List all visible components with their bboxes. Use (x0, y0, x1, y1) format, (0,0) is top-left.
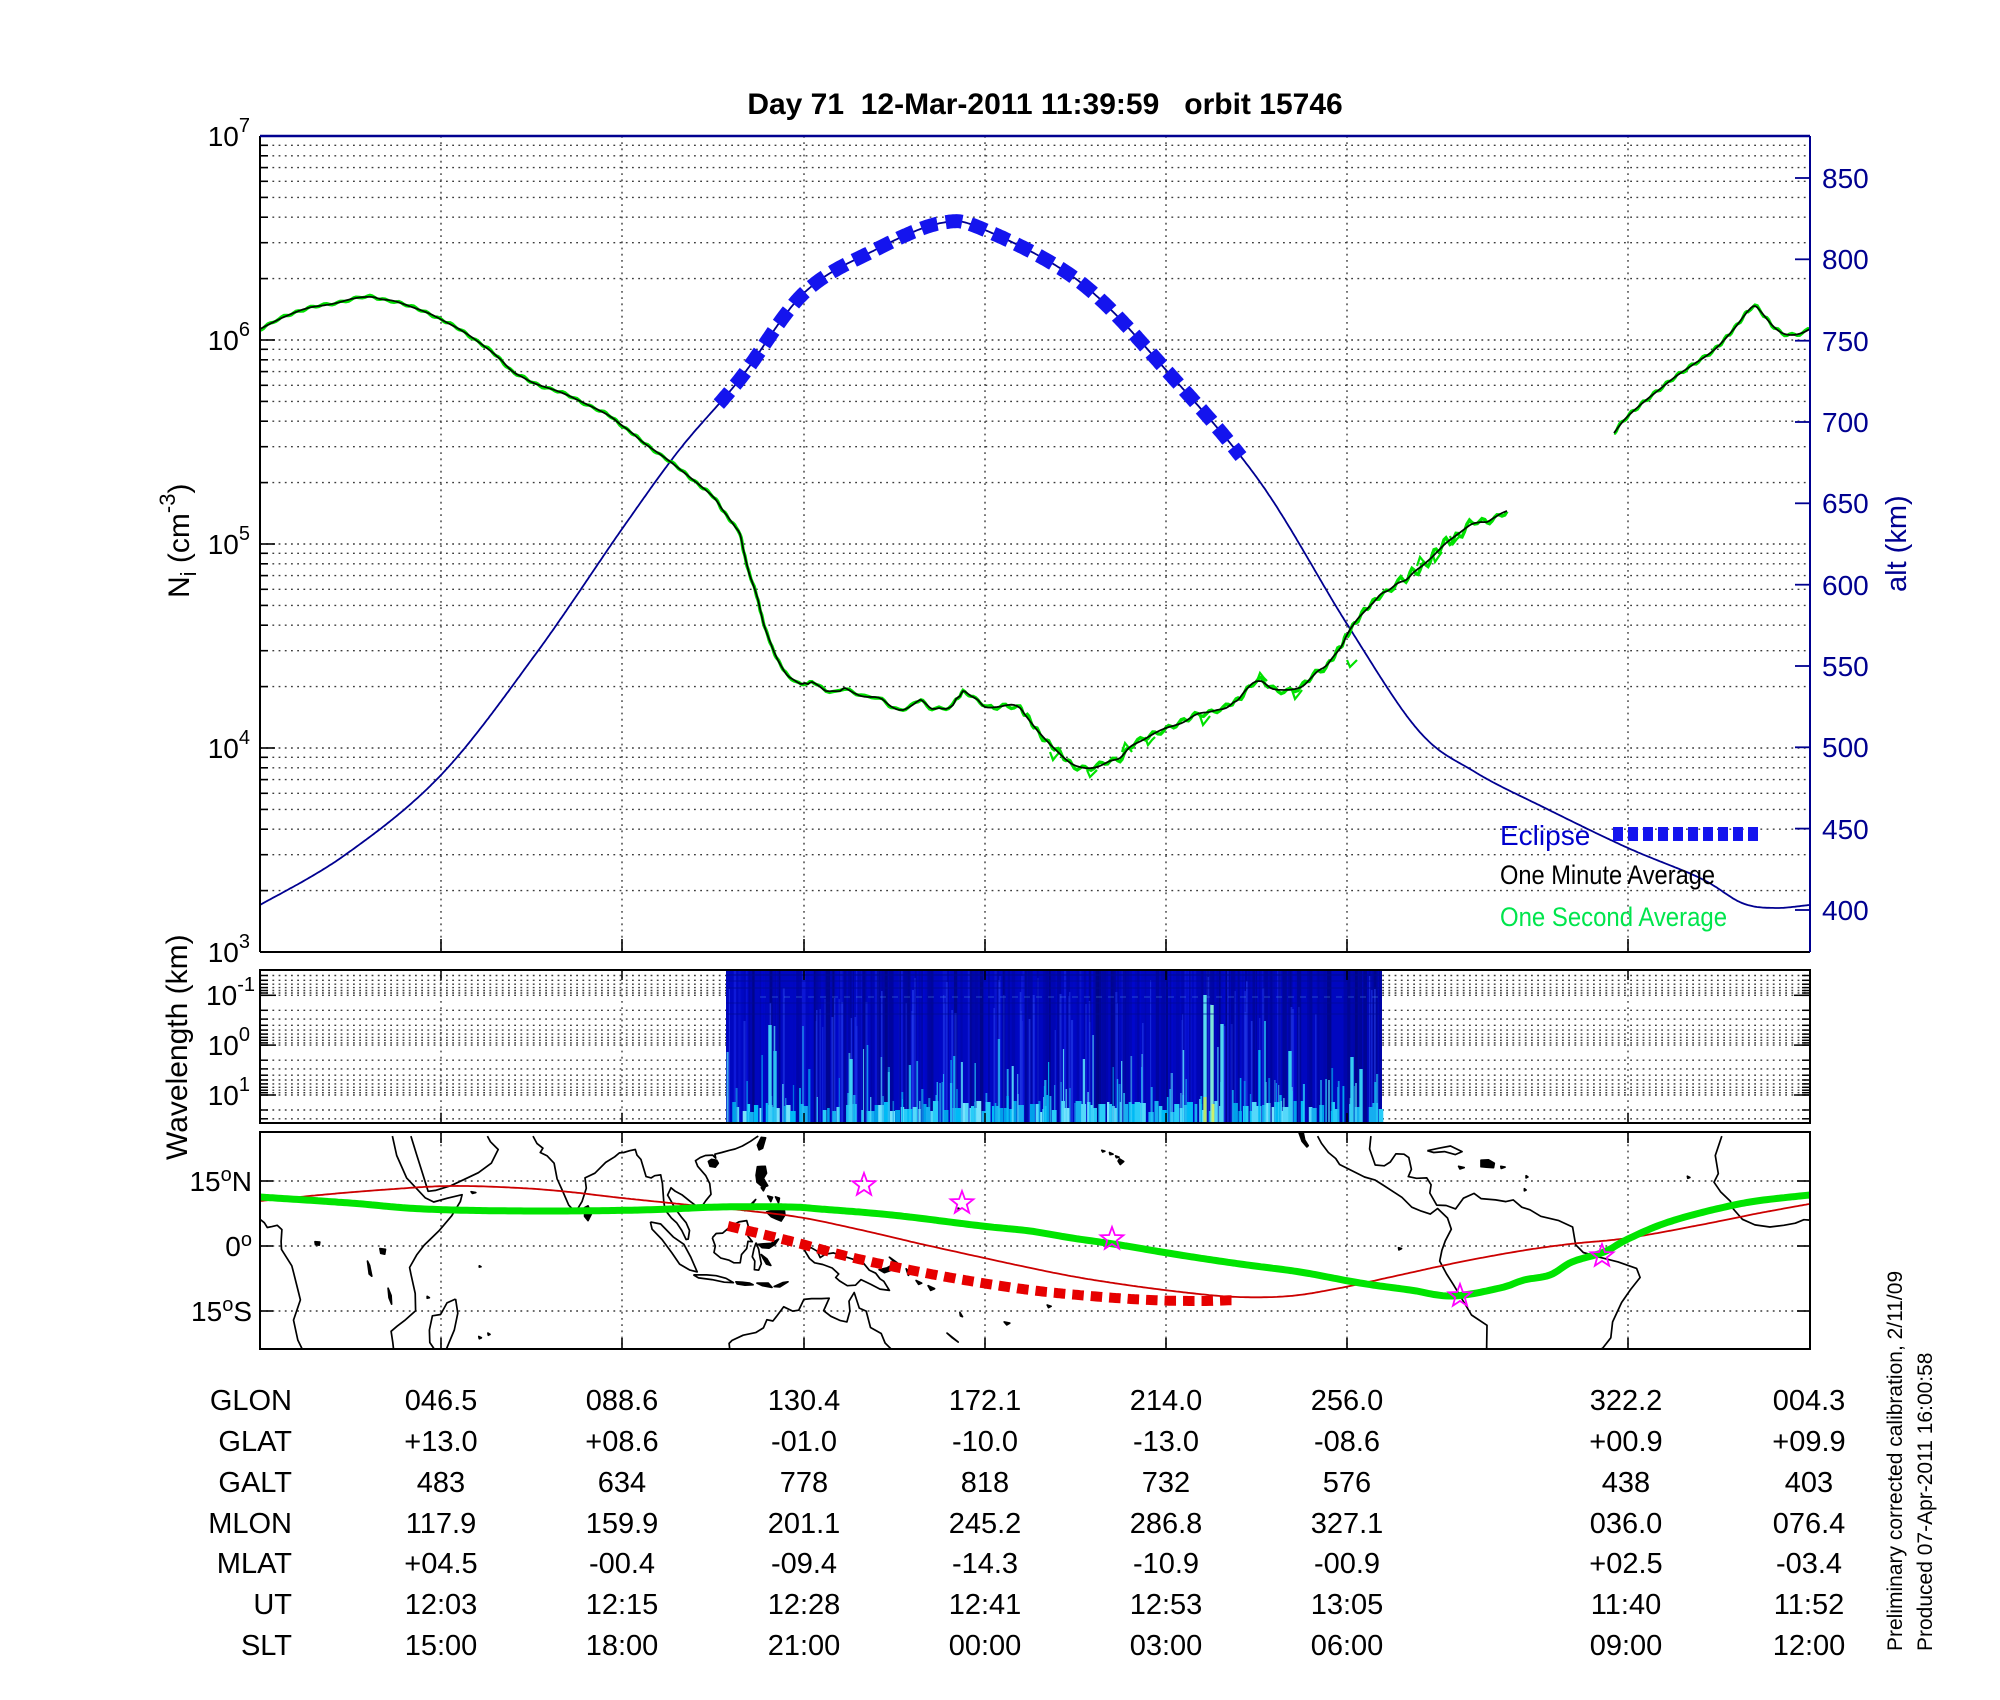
svg-text:18:00: 18:00 (586, 1630, 659, 1662)
svg-text:650: 650 (1822, 488, 1869, 519)
svg-text:03:00: 03:00 (1130, 1630, 1203, 1662)
svg-text:-03.4: -03.4 (1776, 1548, 1842, 1580)
svg-text:322.2: 322.2 (1590, 1385, 1663, 1417)
svg-text:12:00: 12:00 (1773, 1630, 1846, 1662)
svg-text:12:03: 12:03 (405, 1589, 478, 1621)
svg-text:Preliminary corrected calibrat: Preliminary corrected calibration, 2/11/… (1884, 1271, 1907, 1651)
svg-text:100: 100 (208, 1024, 250, 1061)
svg-text:159.9: 159.9 (586, 1508, 659, 1540)
svg-text:Wavelength (km): Wavelength (km) (161, 934, 194, 1160)
svg-text:634: 634 (598, 1467, 646, 1499)
svg-text:Eclipse: Eclipse (1500, 820, 1590, 851)
svg-text:850: 850 (1822, 163, 1869, 194)
svg-text:MLON: MLON (208, 1508, 292, 1540)
svg-text:alt (km): alt (km) (1881, 495, 1913, 592)
svg-text:-14.3: -14.3 (952, 1548, 1018, 1580)
svg-text:12:15: 12:15 (586, 1589, 659, 1621)
svg-text:MLAT: MLAT (217, 1548, 292, 1580)
svg-text:076.4: 076.4 (1773, 1508, 1846, 1540)
svg-text:00:00: 00:00 (949, 1630, 1022, 1662)
svg-text:One Minute Average: One Minute Average (1500, 860, 1715, 890)
svg-text:088.6: 088.6 (586, 1385, 659, 1417)
svg-text:09:00: 09:00 (1590, 1630, 1663, 1662)
svg-text:+00.9: +00.9 (1589, 1426, 1662, 1458)
svg-text:-00.9: -00.9 (1314, 1548, 1380, 1580)
svg-text:500: 500 (1822, 732, 1869, 763)
svg-text:-10.0: -10.0 (952, 1426, 1018, 1458)
svg-text:130.4: 130.4 (768, 1385, 841, 1417)
svg-text:600: 600 (1822, 570, 1869, 601)
svg-text:-10.9: -10.9 (1133, 1548, 1199, 1580)
svg-text:+04.5: +04.5 (404, 1548, 477, 1580)
svg-text:15:00: 15:00 (405, 1630, 478, 1662)
svg-text:Ni (cm-3): Ni (cm-3) (155, 484, 201, 598)
svg-text:106: 106 (208, 319, 250, 356)
svg-text:+08.6: +08.6 (585, 1426, 658, 1458)
svg-text:550: 550 (1822, 651, 1869, 682)
svg-text:286.8: 286.8 (1130, 1508, 1203, 1540)
svg-text:Produced 07-Apr-2011 16:00:58: Produced 07-Apr-2011 16:00:58 (1914, 1353, 1937, 1652)
svg-text:-13.0: -13.0 (1133, 1426, 1199, 1458)
svg-text:12:28: 12:28 (768, 1589, 841, 1621)
svg-text:11:52: 11:52 (1774, 1589, 1844, 1621)
svg-text:12:41: 12:41 (949, 1589, 1022, 1621)
svg-text:201.1: 201.1 (768, 1508, 841, 1540)
svg-text:800: 800 (1822, 244, 1869, 275)
svg-text:818: 818 (961, 1467, 1009, 1499)
svg-text:403: 403 (1785, 1467, 1833, 1499)
svg-text:+02.5: +02.5 (1589, 1548, 1662, 1580)
svg-text:GLON: GLON (210, 1385, 292, 1417)
svg-text:15oS: 15oS (191, 1294, 252, 1327)
svg-text:400: 400 (1822, 895, 1869, 926)
svg-text:-01.0: -01.0 (771, 1426, 837, 1458)
svg-text:21:00: 21:00 (768, 1630, 841, 1662)
svg-text:576: 576 (1323, 1467, 1371, 1499)
svg-text:778: 778 (780, 1467, 828, 1499)
svg-text:438: 438 (1602, 1467, 1650, 1499)
svg-text:06:00: 06:00 (1311, 1630, 1384, 1662)
svg-text:+13.0: +13.0 (404, 1426, 477, 1458)
svg-text:450: 450 (1822, 814, 1869, 845)
svg-text:245.2: 245.2 (949, 1508, 1022, 1540)
svg-text:256.0: 256.0 (1311, 1385, 1384, 1417)
svg-text:172.1: 172.1 (949, 1385, 1022, 1417)
svg-text:Day 71 12-Mar-2011 11:39:59: Day 71 12-Mar-2011 11:39:59 orbit 15746 (747, 88, 1342, 121)
svg-text:327.1: 327.1 (1311, 1508, 1384, 1540)
svg-text:GALT: GALT (218, 1467, 292, 1499)
svg-text:SLT: SLT (241, 1630, 292, 1662)
svg-text:036.0: 036.0 (1590, 1508, 1663, 1540)
svg-text:750: 750 (1822, 326, 1869, 357)
svg-text:-09.4: -09.4 (771, 1548, 837, 1580)
svg-text:004.3: 004.3 (1773, 1385, 1846, 1417)
svg-text:GLAT: GLAT (218, 1426, 292, 1458)
svg-text:046.5: 046.5 (405, 1385, 478, 1417)
svg-text:732: 732 (1142, 1467, 1190, 1499)
svg-text:-00.4: -00.4 (589, 1548, 655, 1580)
svg-text:UT: UT (253, 1589, 292, 1621)
svg-text:11:40: 11:40 (1591, 1589, 1661, 1621)
svg-text:117.9: 117.9 (406, 1508, 476, 1540)
svg-text:12:53: 12:53 (1130, 1589, 1203, 1621)
svg-text:700: 700 (1822, 407, 1869, 438)
svg-text:+09.9: +09.9 (1772, 1426, 1845, 1458)
svg-text:-08.6: -08.6 (1314, 1426, 1380, 1458)
svg-text:One Second Average: One Second Average (1500, 902, 1727, 932)
svg-text:13:05: 13:05 (1311, 1589, 1384, 1621)
svg-text:214.0: 214.0 (1130, 1385, 1203, 1417)
svg-text:483: 483 (417, 1467, 465, 1499)
